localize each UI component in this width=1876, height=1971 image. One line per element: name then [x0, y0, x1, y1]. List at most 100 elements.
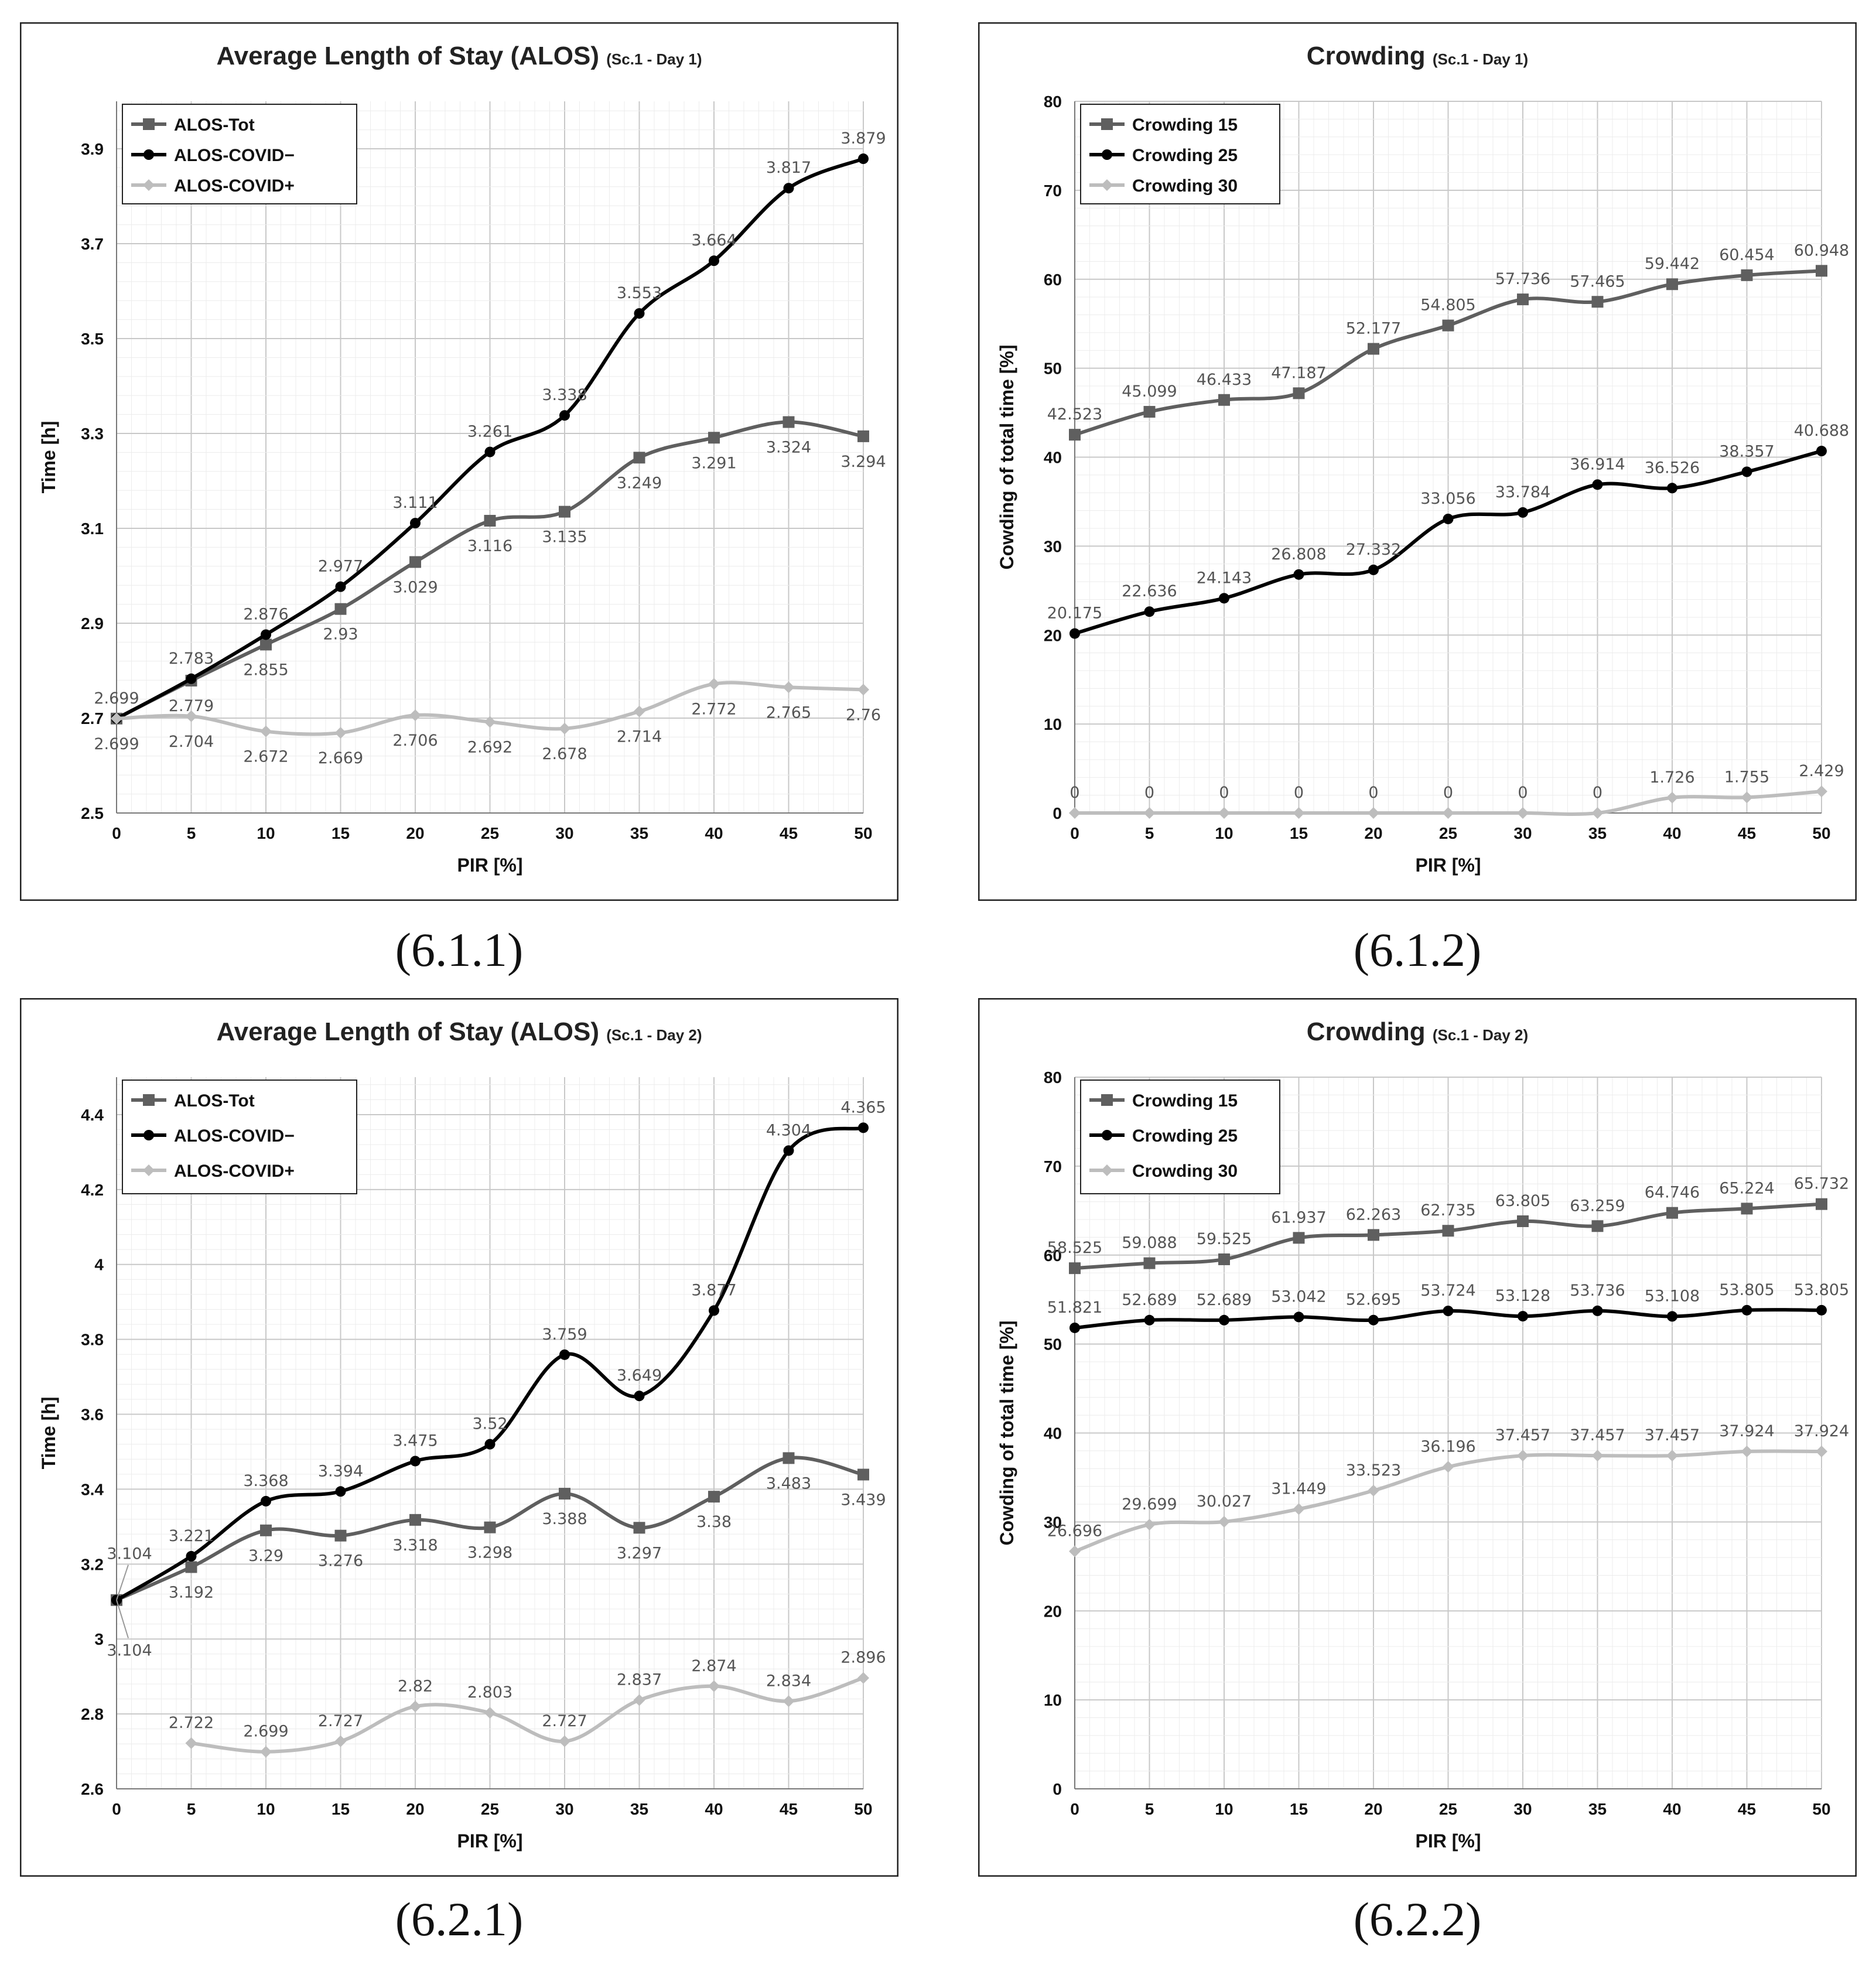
- data-label: 3.104: [107, 1642, 152, 1660]
- data-label: 37.924: [1719, 1422, 1774, 1440]
- data-label: 3.38: [696, 1513, 732, 1531]
- data-point: [1219, 1314, 1229, 1326]
- data-point: [1143, 1257, 1156, 1269]
- data-label: 3.116: [467, 537, 512, 555]
- data-label: 54.805: [1420, 296, 1475, 315]
- y-tick-label: 4.4: [81, 1106, 104, 1124]
- y-tick-label: 3.4: [81, 1480, 104, 1498]
- data-label: 37.457: [1495, 1426, 1550, 1444]
- data-label: 36.914: [1570, 455, 1625, 473]
- y-tick-label: 40: [1044, 1425, 1062, 1443]
- series-crowding-25: 20.175 22.636 24.143 26.808 27.332 33.056 33.7…: [1047, 422, 1849, 639]
- legend: ALOS-Tot ALOS-COVID− ALOS-COVID+: [122, 1080, 357, 1194]
- data-point: [1218, 1253, 1230, 1265]
- x-axis-label: PIR [%]: [1416, 1830, 1481, 1852]
- data-point: [1293, 1503, 1305, 1515]
- data-label: 33.523: [1346, 1461, 1401, 1480]
- data-point: [1666, 1207, 1678, 1219]
- data-label: 3.338: [542, 386, 587, 404]
- chart-title: Average Length of Stay (ALOS) (Sc.1 - Da…: [216, 1017, 702, 1046]
- y-tick-label: 20: [1044, 1602, 1062, 1620]
- y-tick-label: 50: [1044, 360, 1062, 378]
- data-label: 3.135: [542, 528, 587, 546]
- data-label: 58.525: [1047, 1239, 1102, 1257]
- data-point: [1741, 269, 1753, 281]
- y-tick-label: 0: [1053, 1780, 1062, 1798]
- data-point: [1591, 296, 1604, 308]
- x-tick-label: 0: [1070, 824, 1079, 842]
- data-label: 3.879: [840, 129, 886, 148]
- data-point: [111, 712, 122, 725]
- data-label: 1.755: [1724, 768, 1769, 786]
- data-point: [559, 1735, 570, 1747]
- legend-label: ALOS-Tot: [174, 115, 255, 135]
- data-point: [1218, 394, 1230, 406]
- y-tick-label: 60: [1044, 1246, 1062, 1265]
- data-point: [633, 1522, 645, 1534]
- data-label: 53.042: [1271, 1287, 1326, 1306]
- x-tick-label: 20: [406, 824, 424, 842]
- caption-6-2-1: (6.2.1): [395, 1893, 524, 1946]
- data-point: [484, 1521, 496, 1533]
- data-label: 37.924: [1794, 1422, 1849, 1440]
- data-point: [1218, 807, 1230, 819]
- data-point: [1443, 513, 1454, 524]
- data-label: 53.736: [1570, 1282, 1625, 1300]
- data-point: [186, 673, 197, 684]
- data-point: [334, 1529, 347, 1542]
- data-label: 2.82: [398, 1677, 433, 1695]
- legend-label: ALOS-COVID+: [174, 1162, 295, 1181]
- data-point: [1368, 1229, 1379, 1241]
- legend-marker: [1101, 1094, 1113, 1106]
- chart-panel-6-2-2: Crowding (Sc.1 - Day 2) 0 5 10 15 20 25 30 35 40 4…: [978, 998, 1857, 1877]
- data-label: 2.722: [169, 1714, 214, 1732]
- data-point: [334, 1735, 347, 1747]
- chart-subtitle: (Sc.1 - Day 2): [606, 1026, 702, 1044]
- x-tick-label: 0: [112, 824, 121, 842]
- y-tick-label: 80: [1044, 1068, 1062, 1087]
- data-point: [559, 505, 570, 518]
- x-tick-label: 20: [1364, 1800, 1382, 1818]
- data-label: 52.689: [1122, 1291, 1177, 1309]
- y-tick-label: 2.8: [81, 1705, 104, 1723]
- series-alos-tot: 3.192 3.29 3.276 3.318 3.298 3.388 3.297 3.38 3.…: [111, 1452, 886, 1606]
- y-tick-label: 20: [1044, 626, 1062, 644]
- y-tick-label: 3.7: [81, 235, 104, 253]
- data-point: [782, 1452, 795, 1464]
- x-tick-label: 25: [1439, 824, 1457, 842]
- data-label: 1.726: [1649, 768, 1694, 787]
- data-label: 0: [1518, 784, 1528, 802]
- data-label: 2.699: [243, 1723, 288, 1741]
- data-point: [1293, 387, 1305, 399]
- data-point: [1368, 807, 1379, 819]
- chart-subtitle: (Sc.1 - Day 2): [1433, 1026, 1528, 1044]
- chart-title: Crowding (Sc.1 - Day 2): [1307, 1017, 1528, 1046]
- legend: Crowding 15 Crowding 25 Crowding 30: [1080, 104, 1280, 204]
- data-point: [1816, 1446, 1827, 1458]
- x-tick-label: 35: [1588, 1800, 1607, 1818]
- data-point: [1741, 466, 1752, 477]
- data-label: 3.276: [318, 1552, 363, 1570]
- data-label: 2.977: [318, 558, 363, 576]
- data-label: 3.192: [169, 1583, 214, 1601]
- series-alos-covid: 2.699 2.783 2.876 2.977 3.111 3.261 3.338 3.553…: [94, 129, 886, 724]
- data-label: 52.689: [1197, 1291, 1252, 1309]
- legend-label: Crowding 25: [1132, 146, 1238, 165]
- x-tick-label: 30: [555, 1800, 573, 1818]
- data-label: 65.224: [1719, 1179, 1774, 1197]
- y-tick-label: 60: [1044, 271, 1062, 289]
- series-crowding-15: 58.525 59.088 59.525 61.937 62.263 62.735 63.8…: [1047, 1175, 1849, 1275]
- data-point: [335, 1486, 346, 1497]
- data-point: [1591, 1220, 1604, 1232]
- data-label: 2.93: [323, 626, 358, 644]
- data-label: 36.196: [1420, 1437, 1475, 1456]
- x-tick-label: 35: [630, 1800, 648, 1818]
- data-label: 37.457: [1570, 1426, 1625, 1444]
- data-point: [1144, 606, 1155, 617]
- data-point: [484, 1439, 496, 1450]
- x-tick-label: 5: [187, 1800, 196, 1818]
- y-tick-label: 30: [1044, 1513, 1062, 1531]
- data-point: [1667, 1311, 1677, 1322]
- legend-marker: [1102, 149, 1112, 160]
- data-point: [782, 681, 795, 694]
